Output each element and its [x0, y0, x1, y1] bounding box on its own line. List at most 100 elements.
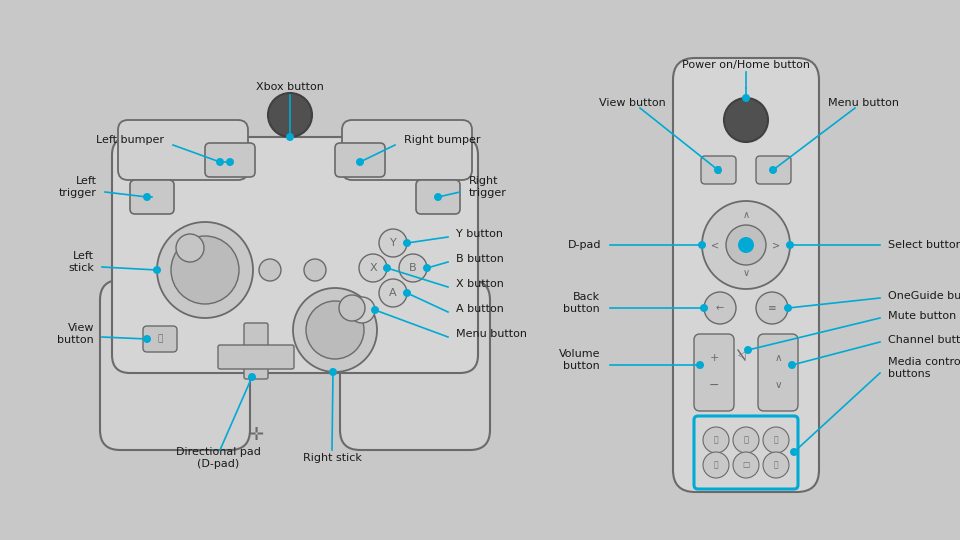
FancyBboxPatch shape: [342, 120, 472, 180]
Circle shape: [268, 93, 312, 137]
Text: Left
trigger: Left trigger: [60, 176, 97, 198]
Circle shape: [143, 193, 151, 201]
Circle shape: [724, 98, 768, 142]
Text: ∧: ∧: [742, 210, 750, 220]
Circle shape: [769, 166, 777, 174]
FancyBboxPatch shape: [335, 143, 385, 177]
FancyBboxPatch shape: [416, 180, 460, 214]
Circle shape: [379, 279, 407, 307]
Text: A button: A button: [456, 304, 504, 314]
Text: Mute button: Mute button: [888, 311, 956, 321]
Circle shape: [784, 304, 792, 312]
Text: ◁: ◁: [738, 350, 746, 360]
Circle shape: [733, 452, 759, 478]
Text: Right bumper: Right bumper: [404, 135, 481, 145]
Text: X button: X button: [456, 279, 504, 289]
FancyBboxPatch shape: [701, 156, 736, 184]
FancyBboxPatch shape: [130, 180, 174, 214]
FancyBboxPatch shape: [756, 156, 791, 184]
Circle shape: [293, 288, 377, 372]
Text: B button: B button: [456, 254, 504, 264]
Circle shape: [157, 222, 253, 318]
Text: View button: View button: [599, 98, 665, 108]
Circle shape: [399, 254, 427, 282]
Text: >: >: [772, 240, 780, 250]
Circle shape: [379, 229, 407, 257]
Circle shape: [356, 158, 364, 166]
Text: A: A: [389, 288, 396, 298]
Text: −: −: [708, 379, 719, 392]
Text: ✕: ✕: [284, 108, 296, 122]
FancyBboxPatch shape: [694, 334, 734, 411]
Text: ⧉: ⧉: [157, 334, 162, 343]
Text: Channel button: Channel button: [888, 335, 960, 345]
Text: ∨: ∨: [742, 268, 750, 278]
Text: R̂: R̂: [348, 303, 355, 313]
Circle shape: [306, 301, 364, 359]
Text: ⏵: ⏵: [743, 435, 749, 444]
Circle shape: [698, 241, 706, 249]
Text: ⏪: ⏪: [713, 461, 718, 469]
Circle shape: [756, 292, 788, 324]
Text: RT: RT: [432, 192, 444, 202]
Text: View
button: View button: [58, 323, 94, 345]
Circle shape: [403, 289, 411, 297]
Text: LB: LB: [224, 155, 236, 165]
Text: Xbox button: Xbox button: [256, 82, 324, 92]
Text: Media control
buttons: Media control buttons: [888, 357, 960, 379]
Circle shape: [714, 166, 722, 174]
Circle shape: [790, 448, 798, 456]
FancyBboxPatch shape: [340, 280, 490, 450]
Text: ⧉: ⧉: [715, 165, 721, 174]
Circle shape: [742, 94, 750, 102]
FancyBboxPatch shape: [118, 120, 248, 180]
Text: ←: ←: [716, 303, 724, 313]
Circle shape: [176, 234, 204, 262]
Circle shape: [423, 264, 431, 272]
Text: Directional pad
(D-pad): Directional pad (D-pad): [176, 447, 260, 469]
FancyBboxPatch shape: [673, 58, 819, 492]
Circle shape: [371, 306, 379, 314]
Text: L̂: L̂: [187, 243, 193, 253]
Text: LT: LT: [147, 192, 157, 202]
Circle shape: [703, 427, 729, 453]
Text: Y button: Y button: [456, 229, 503, 239]
FancyBboxPatch shape: [143, 326, 177, 352]
Text: ⏮: ⏮: [713, 435, 718, 444]
Text: Volume
button: Volume button: [559, 349, 600, 371]
Text: Left bumper: Left bumper: [96, 135, 164, 145]
Circle shape: [143, 335, 151, 343]
Text: ≡: ≡: [769, 165, 777, 174]
Circle shape: [763, 452, 789, 478]
Text: ∧: ∧: [774, 353, 781, 363]
Circle shape: [703, 452, 729, 478]
Circle shape: [786, 241, 794, 249]
Circle shape: [171, 236, 239, 304]
Circle shape: [696, 361, 704, 369]
Text: ✕: ✕: [741, 113, 752, 126]
Circle shape: [304, 259, 326, 281]
Circle shape: [216, 158, 224, 166]
Text: B: B: [409, 263, 417, 273]
FancyBboxPatch shape: [112, 137, 478, 373]
Circle shape: [733, 427, 759, 453]
Circle shape: [702, 201, 790, 289]
FancyBboxPatch shape: [100, 280, 250, 450]
Text: Select button: Select button: [888, 240, 960, 250]
Text: Menu button: Menu button: [828, 98, 899, 108]
Circle shape: [704, 292, 736, 324]
Text: D-pad: D-pad: [567, 240, 601, 250]
FancyBboxPatch shape: [218, 345, 294, 369]
Text: Left
stick: Left stick: [68, 251, 94, 273]
Circle shape: [226, 158, 234, 166]
Text: □: □: [742, 461, 750, 469]
Circle shape: [153, 266, 161, 274]
Circle shape: [434, 193, 442, 201]
Text: Back
button: Back button: [564, 292, 600, 314]
Text: <: <: [711, 240, 719, 250]
Text: +: +: [709, 353, 719, 363]
Circle shape: [248, 373, 256, 381]
Text: Menu button: Menu button: [456, 329, 527, 339]
Text: ⏩: ⏩: [774, 461, 779, 469]
Text: ≡: ≡: [358, 305, 366, 315]
